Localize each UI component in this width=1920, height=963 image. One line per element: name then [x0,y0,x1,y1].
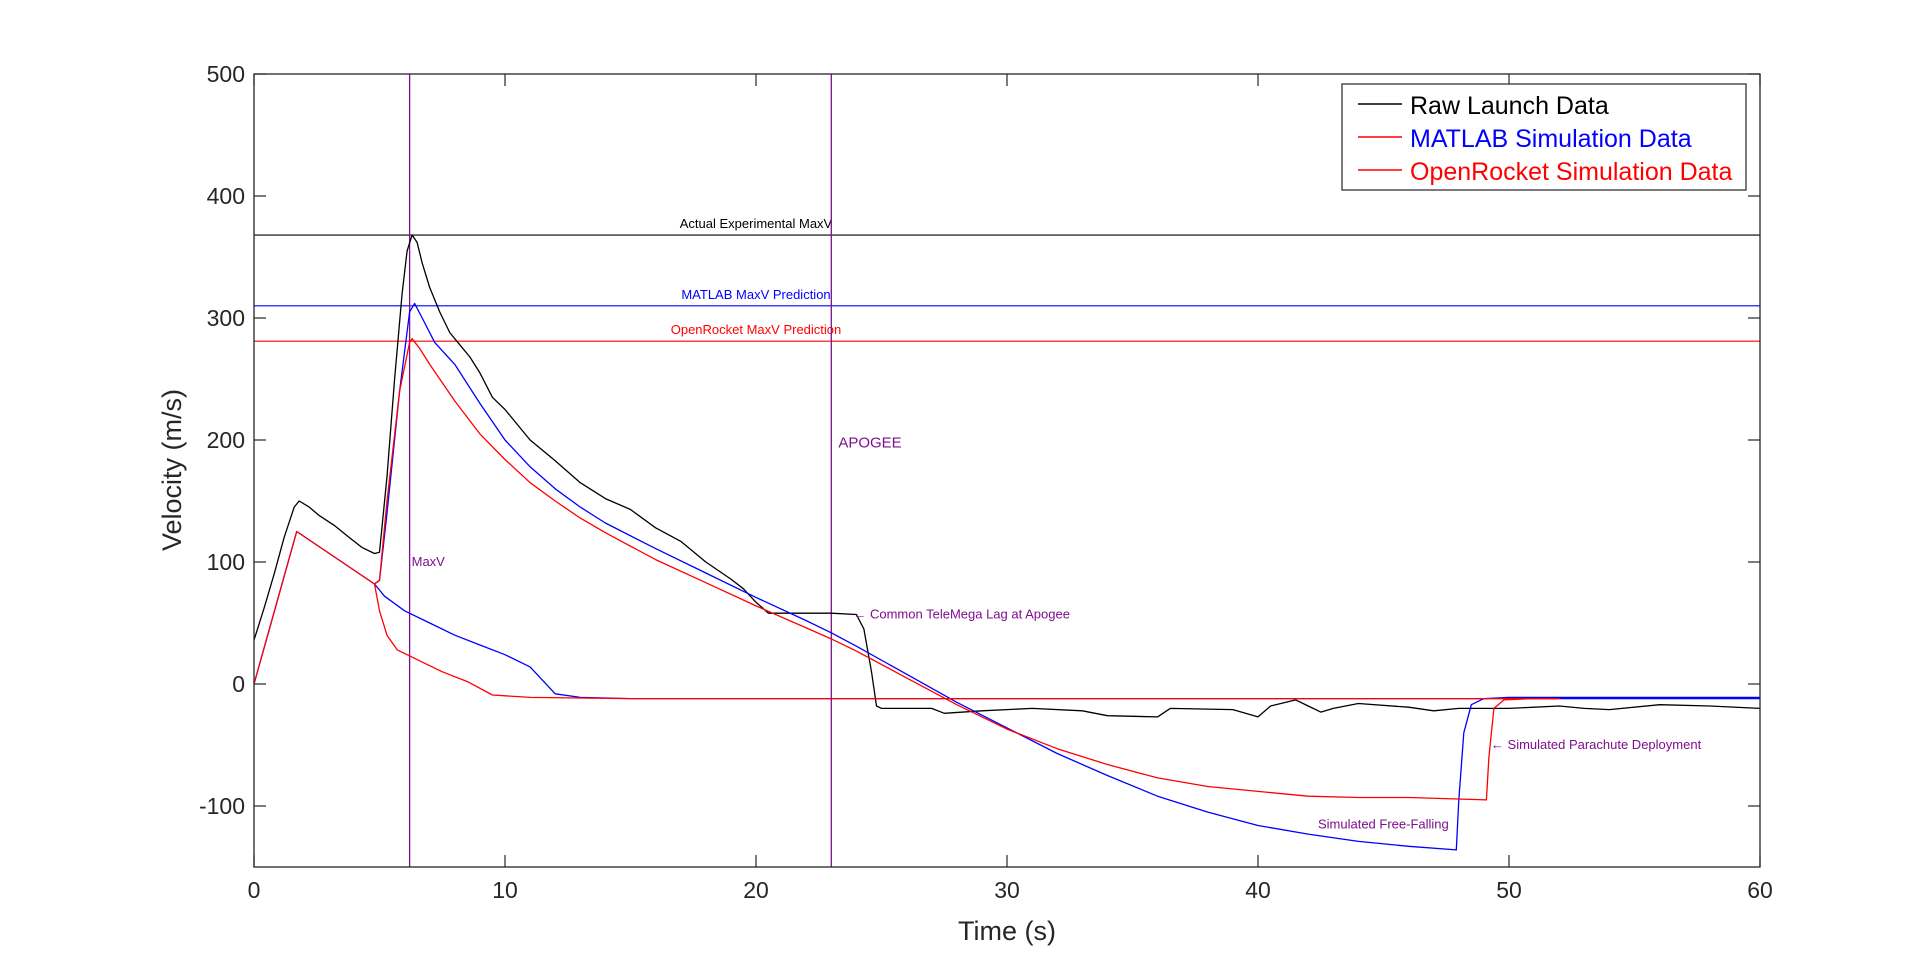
annotation-0: MaxV [412,554,446,569]
y-tick-label-1: 0 [232,671,245,697]
series-line-openrocket [253,338,1560,801]
data-series [253,234,1761,851]
x-tick-label-0: 0 [248,877,261,903]
hline-label-1: MATLAB MaxV Prediction [681,287,830,302]
legend-box [1341,83,1747,191]
series-line-raw [253,234,1761,718]
hline-label-0: Actual Experimental MaxV [680,216,833,231]
x-tick-label-3: 30 [994,877,1020,903]
x-tick-label-2: 20 [743,877,769,903]
event-marker-lines [408,74,832,867]
y-tick-label-0: -100 [199,793,245,819]
x-tick-label-6: 60 [1747,877,1773,903]
y-tick-label-6: 500 [207,61,245,87]
axis-ticks: 0 10 20 30 40 50 60 -100 0 100 200 300 400 500 [199,61,1773,903]
x-tick-label-1: 10 [492,877,518,903]
annotations: MaxV APOGEE ← Common TeleMega Lag at Apoge… [412,435,1702,832]
y-tick-label-4: 300 [207,305,245,331]
annotation-2: ← Common TeleMega Lag at Apogee [853,606,1070,621]
y-axis-title: Velocity (m/s) [157,389,187,551]
y-tick-label-2: 100 [207,549,245,575]
series-line-matlab [253,302,1760,851]
x-tick-label-5: 50 [1496,877,1522,903]
annotation-4: Simulated Free-Falling [1318,816,1449,831]
x-tick-label-4: 40 [1245,877,1271,903]
annotation-1: APOGEE [838,435,901,452]
y-tick-label-3: 200 [207,427,245,453]
annotation-3: ← Simulated Parachute Deployment [1491,737,1702,752]
maxv-reference-lines: Actual Experimental MaxV MATLAB MaxV Pred… [254,216,1760,342]
series-line-openrocket_descent [373,583,1560,700]
hline-label-2: OpenRocket MaxV Prediction [671,322,842,337]
legend-label-0: Raw Launch Data [1410,92,1609,120]
legend-label-1: MATLAB Simulation Data [1410,125,1692,153]
plot-area [254,74,1760,867]
x-axis-title: Time (s) [958,916,1056,946]
y-tick-label-5: 400 [207,183,245,209]
legend-label-2: OpenRocket Simulation Data [1410,158,1732,186]
legend: Raw Launch Data MATLAB Simulation Data Ope… [1341,83,1747,191]
